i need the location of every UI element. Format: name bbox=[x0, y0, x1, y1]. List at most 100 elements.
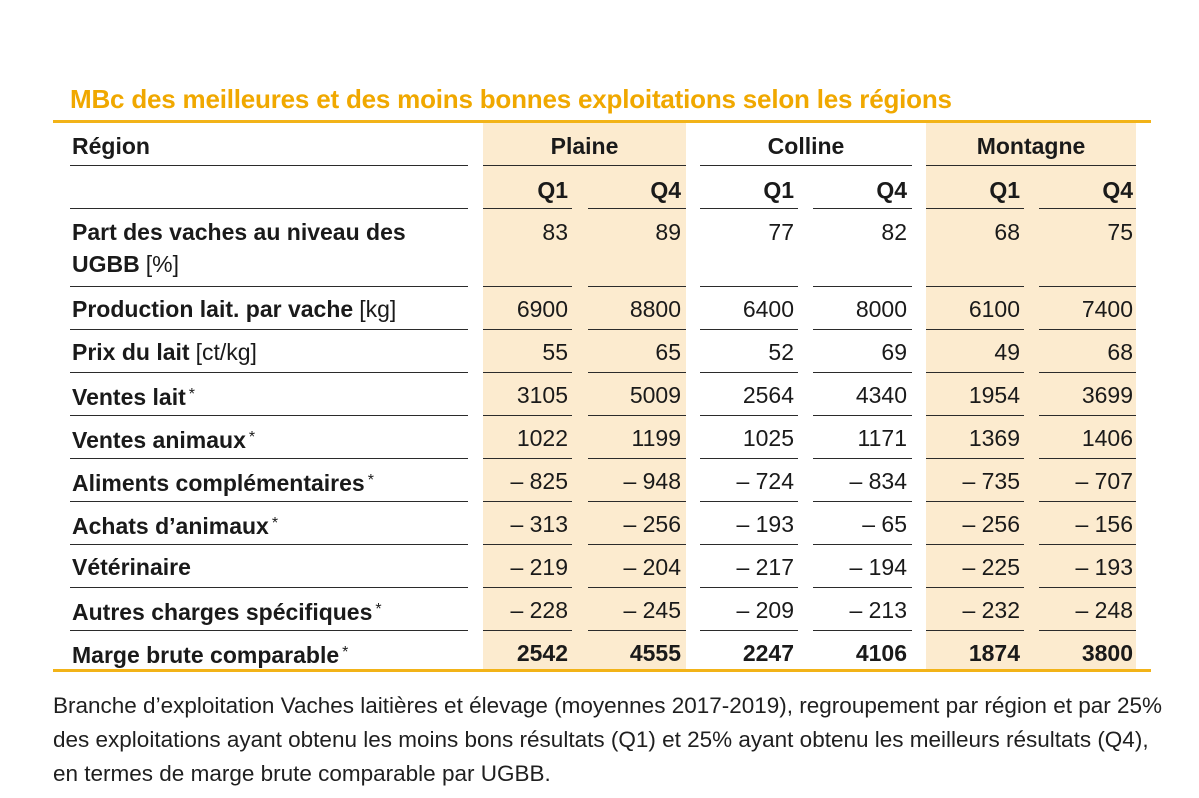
table-cell: 77 bbox=[768, 219, 794, 245]
row-divider bbox=[813, 544, 912, 545]
table-cell: 69 bbox=[881, 339, 907, 365]
row-divider bbox=[70, 458, 468, 459]
row-label: Ventes lait * bbox=[72, 379, 452, 413]
row-label: Marge brute comparable * bbox=[72, 637, 452, 671]
region-header: Région bbox=[72, 133, 150, 159]
row-divider bbox=[813, 329, 912, 330]
table-caption: Branche d’exploitation Vaches laitières … bbox=[53, 693, 1163, 786]
row-divider bbox=[1039, 630, 1136, 631]
table-cell: 68 bbox=[994, 219, 1020, 245]
row-divider bbox=[1039, 544, 1136, 545]
row-divider bbox=[70, 587, 468, 588]
row-divider bbox=[70, 630, 468, 631]
row-divider bbox=[70, 329, 468, 330]
row-divider bbox=[926, 286, 1024, 287]
row-divider bbox=[813, 415, 912, 416]
table-cell: 6400 bbox=[742, 296, 794, 322]
row-divider bbox=[700, 208, 798, 209]
row-divider bbox=[813, 587, 912, 588]
row-label: Achats d’animaux * bbox=[72, 508, 452, 542]
table-cell: 4106 bbox=[855, 640, 907, 666]
table-cell: 3800 bbox=[1081, 640, 1133, 666]
table-cell: 75 bbox=[1107, 219, 1133, 245]
row-label-text: Production lait. par vache bbox=[72, 296, 354, 322]
row-label-text: Ventes animaux bbox=[72, 427, 246, 453]
table-cell: – 209 bbox=[736, 597, 794, 623]
row-unit: [%] bbox=[145, 251, 179, 277]
montagne-band bbox=[926, 123, 1136, 669]
row-divider bbox=[813, 458, 912, 459]
table-cell: 2247 bbox=[742, 640, 794, 666]
table-cell: – 248 bbox=[1075, 597, 1133, 623]
table-cell: 49 bbox=[994, 339, 1020, 365]
table-cell: 82 bbox=[881, 219, 907, 245]
table-cell: 1025 bbox=[742, 425, 794, 451]
table-cell: 89 bbox=[655, 219, 681, 245]
row-divider bbox=[588, 286, 686, 287]
row-divider bbox=[588, 208, 686, 209]
table-cell: – 825 bbox=[510, 468, 568, 494]
quartile-header: Q1 bbox=[763, 177, 794, 203]
table-cell: 83 bbox=[542, 219, 568, 245]
table-cell: – 313 bbox=[510, 511, 568, 537]
table-cell: – 228 bbox=[510, 597, 568, 623]
quartile-header: Q1 bbox=[537, 177, 568, 203]
table-cell: 3105 bbox=[516, 382, 568, 408]
row-divider bbox=[926, 329, 1024, 330]
row-divider bbox=[483, 329, 572, 330]
table-title: MBc des meilleures et des moins bonnes e… bbox=[70, 84, 952, 114]
row-divider bbox=[700, 329, 798, 330]
table-cell: – 217 bbox=[736, 554, 794, 580]
table-cell: 6100 bbox=[968, 296, 1020, 322]
table-cell: – 65 bbox=[862, 511, 907, 537]
plaine-band bbox=[483, 123, 686, 669]
table-cell: 4555 bbox=[629, 640, 681, 666]
row-divider bbox=[483, 286, 572, 287]
row-label: Autres charges spécifiques * bbox=[72, 594, 452, 628]
row-divider bbox=[926, 544, 1024, 545]
table-cell: – 245 bbox=[623, 597, 681, 623]
row-divider bbox=[483, 415, 572, 416]
row-divider bbox=[70, 372, 468, 373]
quartile-header: Q1 bbox=[989, 177, 1020, 203]
row-divider bbox=[926, 587, 1024, 588]
row-divider bbox=[1039, 329, 1136, 330]
row-divider bbox=[588, 329, 686, 330]
table-cell: 5009 bbox=[629, 382, 681, 408]
table-cell: 8000 bbox=[855, 296, 907, 322]
row-divider bbox=[926, 415, 1024, 416]
row-divider bbox=[1039, 501, 1136, 502]
quartile-header: Q4 bbox=[1102, 177, 1133, 203]
row-label: Part des vaches au niveau des UGBB [%] bbox=[72, 216, 432, 280]
table-cell: 52 bbox=[768, 339, 794, 365]
row-divider bbox=[813, 501, 912, 502]
row-divider bbox=[588, 458, 686, 459]
table-cell: 6900 bbox=[516, 296, 568, 322]
row-divider bbox=[588, 415, 686, 416]
row-unit: [ct/kg] bbox=[195, 339, 257, 365]
row-divider bbox=[813, 208, 912, 209]
row-divider bbox=[700, 286, 798, 287]
row-label: Aliments complémentaires * bbox=[72, 465, 452, 499]
table-cell: – 193 bbox=[736, 511, 794, 537]
quartile-header: Q4 bbox=[876, 177, 907, 203]
row-divider bbox=[70, 208, 468, 209]
top-rule bbox=[53, 120, 1151, 123]
table-cell: – 735 bbox=[962, 468, 1020, 494]
table-cell: – 707 bbox=[1075, 468, 1133, 494]
row-divider bbox=[700, 458, 798, 459]
row-label-text: Achats d’animaux bbox=[72, 513, 269, 539]
row-unit: * bbox=[248, 429, 256, 446]
row-divider bbox=[483, 372, 572, 373]
row-divider bbox=[700, 165, 912, 166]
group-header-plaine: Plaine bbox=[550, 133, 619, 159]
row-divider bbox=[700, 630, 798, 631]
row-label: Prix du lait [ct/kg] bbox=[72, 336, 452, 368]
table-cell: – 834 bbox=[849, 468, 907, 494]
row-divider bbox=[700, 544, 798, 545]
table-cell: 1199 bbox=[631, 425, 681, 451]
row-divider bbox=[1039, 286, 1136, 287]
row-divider bbox=[483, 208, 572, 209]
row-label-text: Aliments complémentaires bbox=[72, 470, 365, 496]
row-divider bbox=[483, 544, 572, 545]
